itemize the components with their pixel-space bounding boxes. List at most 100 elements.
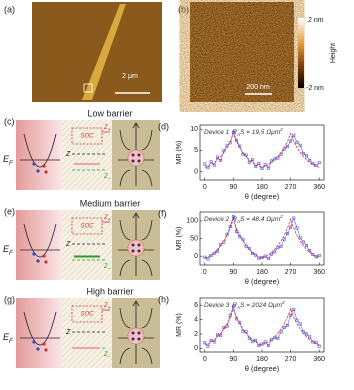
electron	[44, 348, 48, 352]
data-point	[276, 336, 280, 340]
data-point	[317, 161, 321, 165]
x-axis-label: θ (degree)	[245, 364, 280, 373]
data-point	[251, 158, 254, 162]
annotation-part: S = 2024 Ωμm	[240, 302, 283, 309]
x-axis-label: θ (degree)	[245, 277, 280, 286]
data-point	[289, 139, 293, 143]
data-point	[212, 163, 216, 167]
data-point	[247, 160, 251, 164]
data-point	[206, 257, 210, 261]
data-point	[279, 330, 283, 334]
data-point	[270, 338, 273, 342]
data-point	[263, 163, 267, 167]
data-point	[266, 344, 270, 347]
z-minus-label: Z−	[103, 352, 111, 361]
data-point	[305, 154, 308, 158]
x-tick-label: 270	[285, 184, 297, 191]
data-line	[204, 305, 320, 347]
data-line	[204, 131, 320, 170]
z-minus-label: Z−	[103, 264, 111, 273]
spin	[131, 337, 135, 341]
fit-line	[204, 217, 320, 259]
soc-box	[71, 217, 103, 235]
fermi-label-part: F	[9, 161, 13, 167]
data-point	[219, 159, 223, 162]
x-tick-label: 0	[203, 356, 207, 363]
data-point	[298, 236, 302, 240]
y-tick-label: 6	[194, 302, 198, 309]
dos-curve	[119, 307, 153, 365]
row-title: Low barrier	[87, 108, 132, 118]
data-point	[266, 166, 270, 170]
annotation-part: A	[236, 132, 240, 137]
data-point	[311, 340, 315, 344]
data-point	[270, 252, 273, 256]
data-point	[216, 249, 219, 253]
data-point	[295, 140, 299, 144]
spin	[131, 249, 135, 253]
electron	[42, 164, 46, 168]
fermi-label-part: E	[3, 154, 10, 164]
data-point	[216, 333, 219, 337]
x-tick-label: 90	[229, 356, 237, 363]
annotation-part: A	[236, 305, 240, 310]
data-point	[266, 257, 270, 261]
z-plus-label-part: Z	[103, 125, 108, 131]
dos-curve	[119, 129, 153, 187]
electron	[32, 162, 36, 166]
y-tick-label: 5	[194, 147, 198, 154]
electrode-left	[16, 210, 62, 280]
data-point	[225, 324, 229, 328]
data-point	[212, 340, 216, 344]
annotation: Device 1 RAS = 19.5 Ωμm2	[204, 127, 283, 137]
electrode-left	[16, 120, 62, 190]
colorbar	[298, 18, 304, 88]
data-point	[282, 326, 286, 329]
dos-curve	[119, 219, 153, 277]
marker-box	[83, 83, 93, 93]
z-minus-label-part: −	[108, 176, 111, 182]
annotation-part: Device 1	[204, 129, 230, 136]
z-label-part: Z	[65, 151, 71, 158]
data-point	[295, 318, 299, 322]
y-axis-label: MR (%)	[176, 141, 183, 165]
axis-head	[132, 212, 140, 219]
x-tick-label: 360	[313, 184, 325, 191]
electron	[42, 342, 46, 346]
spin-cloud	[127, 239, 145, 257]
data-point	[219, 333, 223, 337]
x-tick-label: 90	[229, 184, 237, 191]
x-tick-label: 360	[313, 356, 325, 363]
data-point	[292, 133, 296, 137]
x-tick-label: 270	[285, 269, 297, 276]
data-point	[295, 226, 299, 230]
data-point	[254, 339, 258, 342]
fermi-label-part: F	[9, 251, 13, 257]
scale-text: 2 μm	[122, 73, 138, 80]
data-point	[311, 252, 315, 256]
spin	[137, 153, 141, 157]
spin	[137, 243, 141, 247]
panel-label: (g)	[4, 294, 15, 304]
fermi-label: EF	[3, 244, 13, 256]
z-plus-label: Z+	[103, 303, 111, 312]
band	[23, 133, 57, 168]
z-plus-label-part: +	[108, 127, 111, 133]
data-point	[251, 339, 254, 343]
data-point	[209, 339, 213, 342]
y-tick-label: 0	[194, 345, 198, 352]
spin	[131, 243, 135, 247]
scale-text: 200 nm	[246, 84, 270, 91]
data-point	[231, 215, 235, 219]
data-point	[273, 250, 277, 254]
data-point	[308, 249, 312, 252]
annotation-part: 2	[279, 214, 283, 219]
spin	[131, 153, 135, 157]
fermi-label: EF	[3, 154, 13, 166]
z-plus-label-part: +	[108, 305, 111, 311]
fit-line	[204, 132, 320, 168]
axis-head	[132, 122, 140, 129]
annotation: Device 3 RAS = 2024 Ωμm2	[204, 300, 285, 310]
fermi-label-part: E	[3, 332, 10, 342]
